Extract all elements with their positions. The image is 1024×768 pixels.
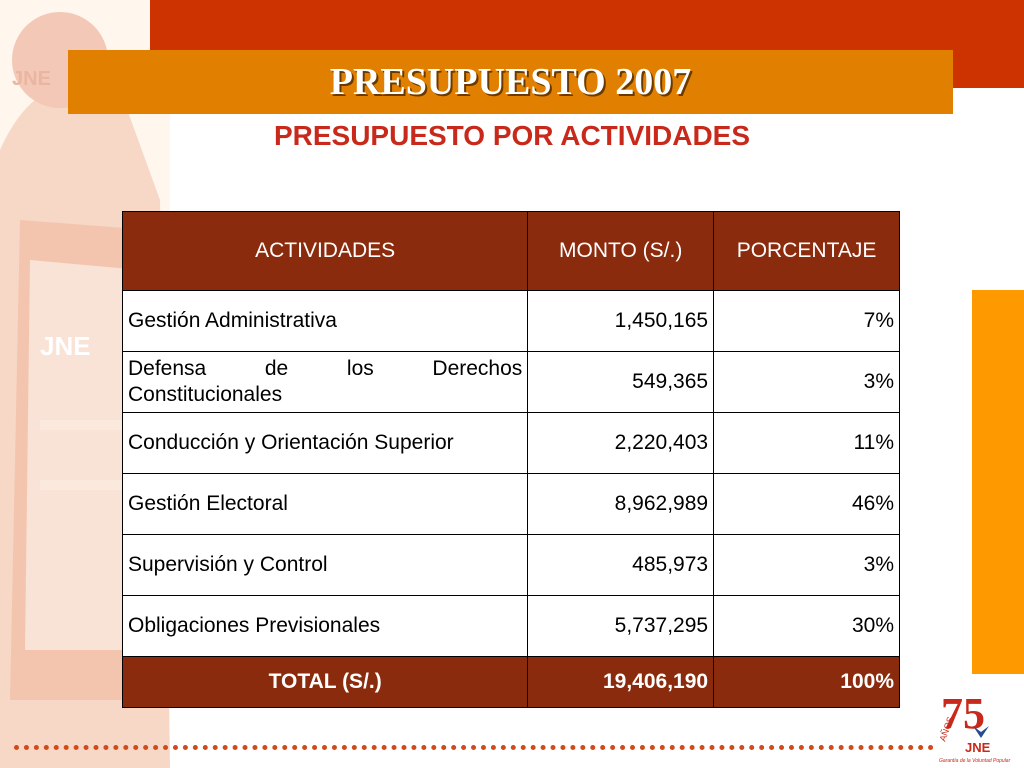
watermark-org-top: JNE (12, 68, 51, 90)
logo-emblem-icon (973, 726, 989, 738)
column-header-monto: MONTO (S/.) (527, 211, 715, 291)
cell-actividad: Supervisión y Control (121, 534, 529, 596)
cell-monto: 1,450,165 (527, 290, 715, 352)
logo-org: JNE (965, 740, 991, 755)
cell-actividad: Defensa de los Derechos Constitucionales (121, 351, 529, 413)
table-total-row: TOTAL (S/.) 19,406,190 100% (121, 656, 900, 708)
cell-actividad: Gestión Electoral (121, 473, 529, 535)
dotted-divider (14, 745, 934, 750)
table-row: Obligaciones Previsionales 5,737,295 30% (121, 595, 900, 657)
budget-table: ACTIVIDADES MONTO (S/.) PORCENTAJE Gesti… (121, 211, 900, 708)
cell-actividad: Gestión Administrativa (121, 290, 529, 352)
column-header-actividades: ACTIVIDADES (121, 211, 529, 291)
title-bar: PRESUPUESTO 2007 (68, 50, 953, 114)
cell-monto: 549,365 (527, 351, 715, 413)
page-subtitle: PRESUPUESTO POR ACTIVIDADES (273, 120, 751, 151)
table-row: Gestión Electoral 8,962,989 46% (121, 473, 900, 535)
cell-monto: 5,737,295 (527, 595, 715, 657)
cell-monto: 2,220,403 (527, 412, 715, 474)
column-header-porcentaje: PORCENTAJE (713, 211, 900, 291)
cell-porcentaje: 30% (713, 595, 900, 657)
logo-tagline: Garantía de la Voluntad Popular (939, 758, 1011, 764)
cell-porcentaje: 7% (713, 290, 900, 352)
right-band (972, 290, 1024, 674)
cell-monto: 8,962,989 (527, 473, 715, 535)
table-row: Supervisión y Control 485,973 3% (121, 534, 900, 596)
cell-monto: 485,973 (527, 534, 715, 596)
cell-actividad: Conducción y Orientación Superior (121, 412, 529, 474)
table-row: Defensa de los Derechos Constitucionales… (121, 351, 900, 413)
cell-porcentaje: 11% (713, 412, 900, 474)
total-monto: 19,406,190 (527, 656, 715, 708)
total-label: TOTAL (S/.) (121, 656, 529, 708)
page-title: PRESUPUESTO 2007 (329, 61, 692, 103)
cell-actividad: Obligaciones Previsionales (121, 595, 529, 657)
cell-porcentaje: 3% (713, 351, 900, 413)
table-row: Gestión Administrativa 1,450,165 7% (121, 290, 900, 352)
total-porcentaje: 100% (713, 656, 900, 708)
jne-75-anos-logo: 75 AÑOS JNE Garantía de la Voluntad Popu… (937, 689, 1011, 764)
cell-porcentaje: 46% (713, 473, 900, 535)
cell-porcentaje: 3% (713, 534, 900, 596)
table-header-row: ACTIVIDADES MONTO (S/.) PORCENTAJE (121, 211, 900, 291)
watermark-org-middle: JNE (40, 331, 91, 361)
table-row: Conducción y Orientación Superior 2,220,… (121, 412, 900, 474)
